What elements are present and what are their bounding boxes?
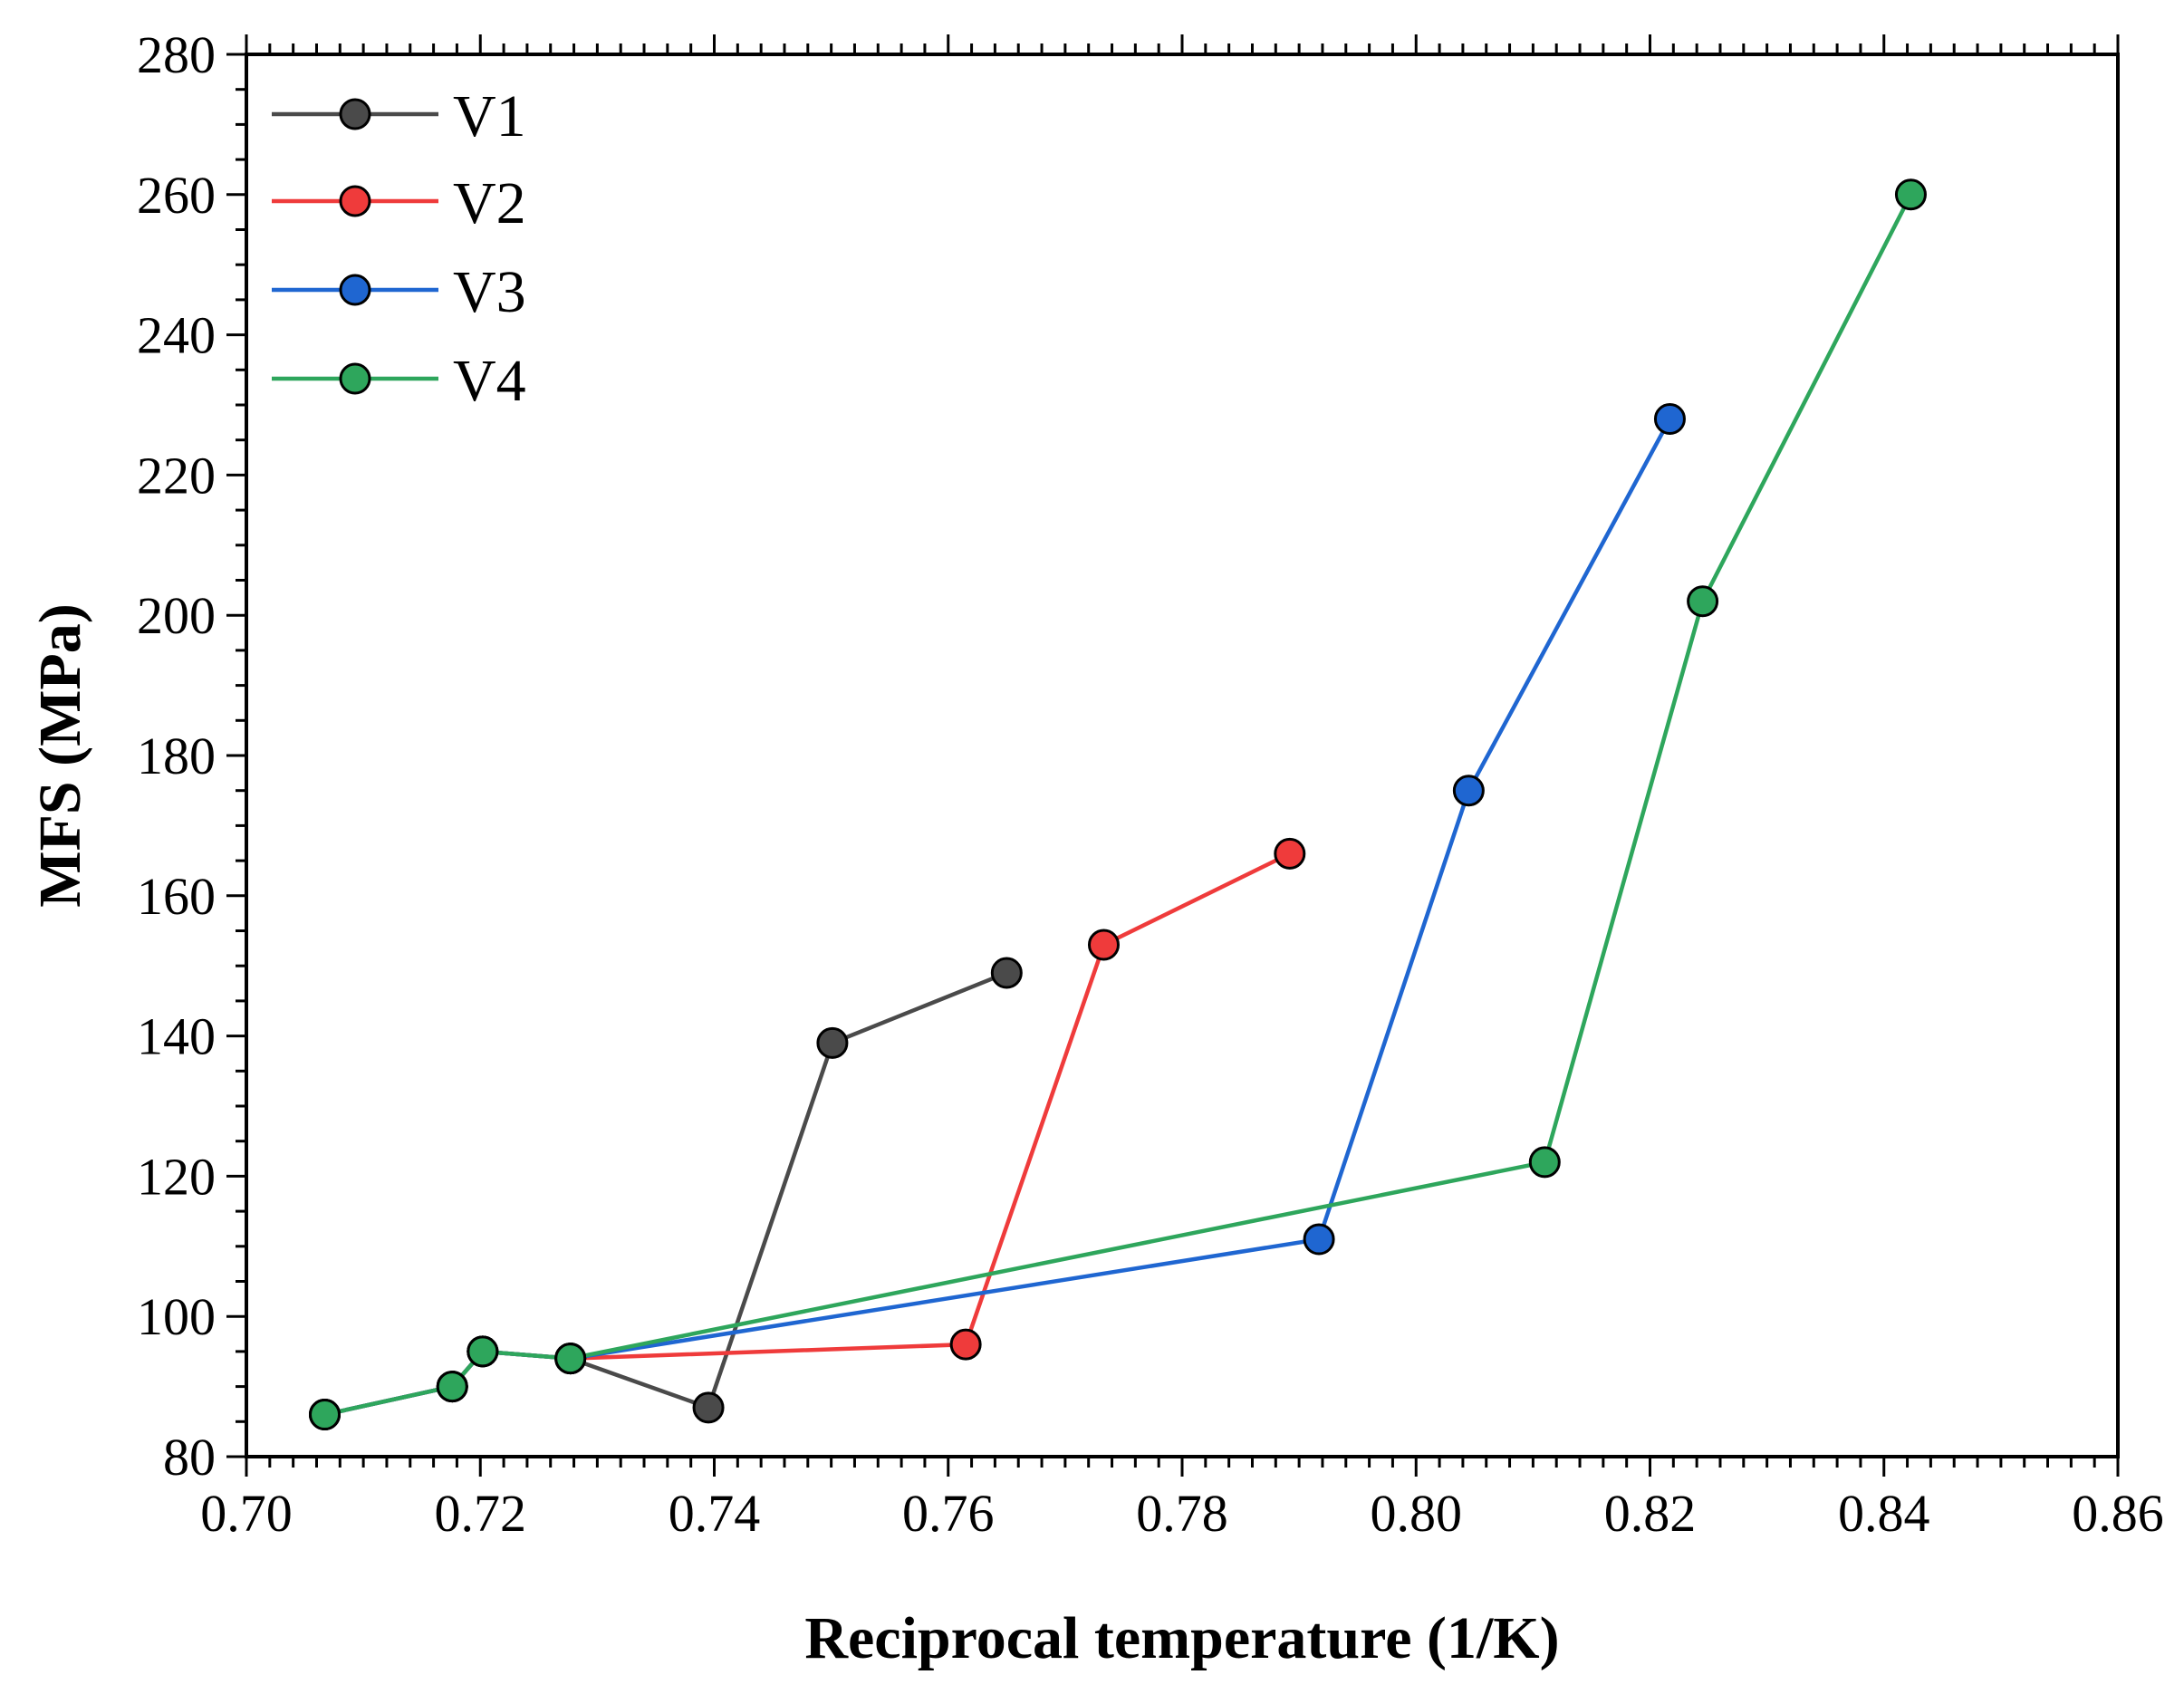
y-tick-label: 80 <box>163 1428 216 1487</box>
x-tick-label: 0.82 <box>1604 1484 1697 1543</box>
x-axis-title: Reciprocal temperature (1/K) <box>804 1605 1559 1671</box>
x-tick-label: 0.72 <box>435 1484 527 1543</box>
legend-marker <box>339 98 371 130</box>
legend-label: V2 <box>453 170 526 236</box>
data-point-v2 <box>1087 929 1120 961</box>
y-tick-label: 240 <box>137 306 216 365</box>
x-tick-label: 0.80 <box>1371 1484 1463 1543</box>
markers-v1 <box>309 957 1023 1431</box>
y-tick-label: 140 <box>137 1007 216 1066</box>
y-tick-label: 280 <box>137 25 216 84</box>
legend-marker <box>339 362 371 395</box>
series-line-v3 <box>324 418 1672 1417</box>
y-tick-label: 260 <box>137 166 216 225</box>
legend-item-v2: V2 <box>272 170 526 236</box>
y-tick-label: 100 <box>137 1287 216 1346</box>
y-tick-label: 180 <box>137 727 216 785</box>
x-tick-label: 0.74 <box>669 1484 761 1543</box>
legend-label: V1 <box>453 83 526 149</box>
markers-v2 <box>309 837 1306 1431</box>
legend-marker <box>339 274 371 306</box>
series-layer <box>309 178 1927 1431</box>
x-tick-label: 0.78 <box>1136 1484 1228 1543</box>
series-v4 <box>324 193 1913 1417</box>
data-point-v4 <box>554 1343 587 1375</box>
data-point-v2 <box>949 1328 982 1361</box>
data-point-v4 <box>1528 1146 1561 1179</box>
legend-marker <box>339 185 371 217</box>
legend-label: V3 <box>453 259 526 325</box>
x-tick-label: 0.76 <box>902 1484 995 1543</box>
data-point-v4 <box>436 1371 468 1403</box>
series-line-v4 <box>324 193 1913 1417</box>
data-point-v2 <box>1274 837 1306 870</box>
series-line-v2 <box>324 852 1291 1417</box>
ticks-layer: 0.70 0.72 0.74 0.76 0.78 0.80 0.82 0.84 0.86 80 10… <box>137 25 2164 1543</box>
legend-label: V4 <box>453 348 526 414</box>
legend-item-v3: V3 <box>272 259 526 325</box>
data-point-v4 <box>309 1399 342 1431</box>
legend-item-v1: V1 <box>272 83 526 149</box>
y-axis-title: MFS (MPa) <box>27 603 93 907</box>
data-point-v4 <box>1687 585 1719 618</box>
y-tick-label: 120 <box>137 1147 216 1206</box>
markers-v4 <box>309 178 1927 1431</box>
data-point-v3 <box>1303 1223 1335 1256</box>
data-point-v1 <box>816 1026 849 1059</box>
y-tick-label: 220 <box>137 446 216 505</box>
legend: V1 V2 V3 V4 <box>272 83 526 414</box>
data-point-v3 <box>1653 402 1686 435</box>
data-point-v4 <box>467 1335 499 1368</box>
y-tick-label: 160 <box>137 867 216 926</box>
markers-v3 <box>309 402 1686 1431</box>
data-point-v4 <box>1894 178 1927 211</box>
y-tick-label: 200 <box>137 586 216 645</box>
x-tick-label: 0.70 <box>200 1484 293 1543</box>
series-v2 <box>324 852 1291 1417</box>
series-v3 <box>324 418 1672 1417</box>
legend-item-v4: V4 <box>272 348 526 414</box>
x-tick-label: 0.86 <box>2072 1484 2164 1543</box>
data-point-v1 <box>692 1391 725 1424</box>
data-point-v3 <box>1452 775 1485 807</box>
x-tick-label: 0.84 <box>1838 1484 1930 1543</box>
data-point-v1 <box>990 957 1023 989</box>
plot-frame <box>245 53 2120 1458</box>
